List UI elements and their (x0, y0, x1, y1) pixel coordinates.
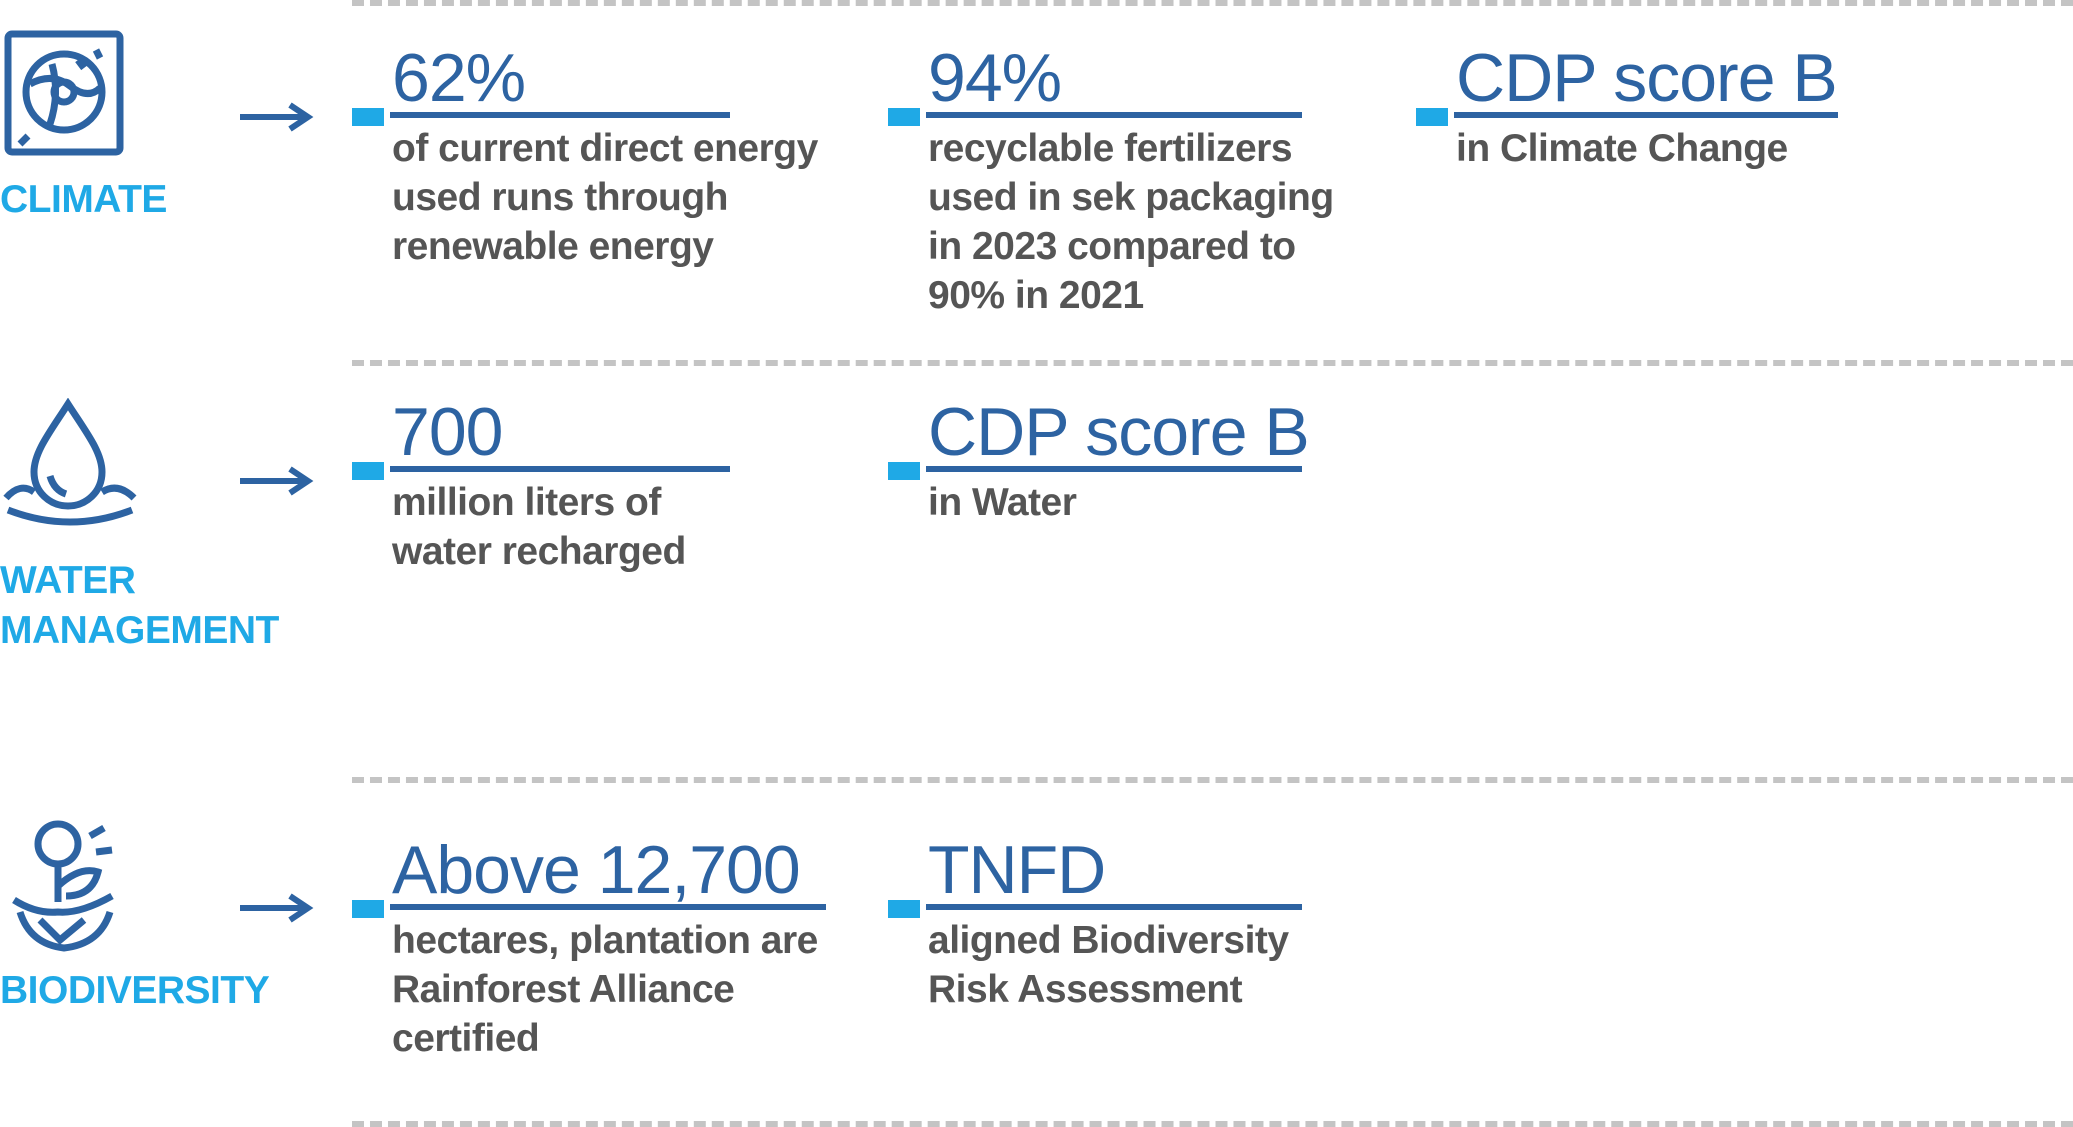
stat-marker (888, 900, 920, 918)
stat-description: in Water (928, 481, 1077, 524)
stat-underline (390, 904, 826, 910)
stat-underline (390, 466, 730, 472)
category-label-biodiversity: BIODIVERSITY (0, 969, 270, 1012)
category-label-water-management: WATER MANAGEMENT (0, 559, 279, 652)
divider-top (352, 0, 2073, 6)
stat-water-cdp: CDP score B in Water (888, 394, 1348, 544)
stat-description: of current direct energy used runs throu… (392, 127, 818, 268)
stat-climate-cdp: CDP score B in Climate Change (1416, 40, 1976, 190)
stat-climate-renewable: 62% of current direct energy used runs t… (352, 40, 852, 330)
stat-biodiversity-tnfd: TNFD aligned Biodiversity Risk Assessmen… (888, 832, 1348, 1032)
stat-underline (390, 112, 730, 118)
category-label-climate: CLIMATE (0, 178, 167, 221)
stat-underline (926, 112, 1302, 118)
stat-marker (352, 462, 384, 480)
stat-description: hectares, plantation are Rainforest Alli… (392, 919, 818, 1060)
stat-underline (1454, 112, 1838, 118)
stat-value: 94% (928, 40, 1062, 116)
stat-value: CDP score B (928, 394, 1310, 470)
stat-value: 700 (392, 394, 503, 470)
divider-climate-water (352, 360, 2073, 366)
arrow-right-icon (240, 893, 314, 923)
stat-marker (352, 900, 384, 918)
stat-description: in Climate Change (1456, 127, 1788, 170)
divider-bottom (352, 1121, 2073, 1127)
stat-description: million liters of water recharged (392, 481, 686, 573)
divider-water-biodiversity (352, 777, 2073, 783)
arrow-right-icon (240, 102, 314, 132)
stat-description: aligned Biodiversity Risk Assessment (928, 919, 1289, 1011)
stat-climate-recyclable: 94% recyclable fertilizers used in sek p… (888, 40, 1378, 330)
arrow-right-icon (240, 466, 314, 496)
stat-biodiversity-hectares: Above 12,700 hectares, plantation are Ra… (352, 832, 872, 1072)
stat-marker (888, 108, 920, 126)
stat-value: TNFD (928, 832, 1106, 908)
stat-underline (926, 466, 1302, 472)
stat-underline (926, 904, 1302, 910)
stat-description: recyclable fertilizers used in sek packa… (928, 127, 1334, 317)
water-drop-icon (0, 397, 140, 530)
stat-marker (1416, 108, 1448, 126)
stat-value: 62% (392, 40, 526, 116)
stat-water-recharged: 700 million liters of water recharged (352, 394, 852, 594)
stat-marker (352, 108, 384, 126)
plant-hands-icon (0, 816, 130, 954)
stat-marker (888, 462, 920, 480)
stat-value: Above 12,700 (392, 832, 801, 908)
stat-value: CDP score B (1456, 40, 1838, 116)
globe-leaf-icon (0, 24, 128, 160)
